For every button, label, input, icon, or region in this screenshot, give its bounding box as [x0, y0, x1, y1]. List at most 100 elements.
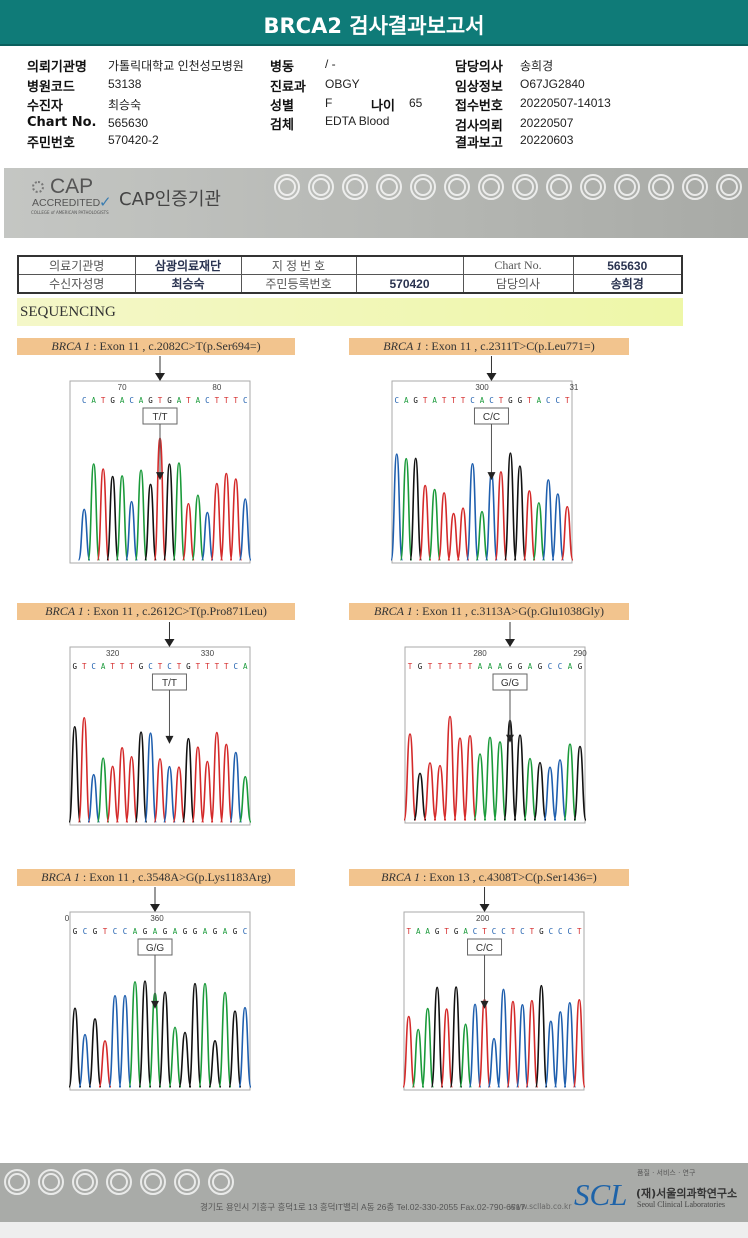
trace-peak-T [453, 737, 467, 821]
base-call: C [489, 396, 494, 405]
variant-desc: : Exon 11 , c.3548A>G(p.Lys1183Arg) [79, 870, 271, 884]
base-call: A [432, 396, 437, 405]
base-call: A [203, 927, 208, 936]
base-call: G [518, 662, 523, 671]
base-call: G [72, 662, 77, 671]
arrow-down-icon [155, 373, 165, 381]
swirl-shape [686, 178, 704, 196]
base-call: A [425, 927, 430, 936]
trace-peak-A [532, 502, 546, 561]
base-call: T [186, 396, 191, 405]
swirl-shape [720, 178, 738, 196]
trace-peak-T [210, 482, 224, 561]
info-value: O67JG2840 [520, 77, 585, 91]
trace-peak-C [108, 994, 122, 1088]
swirl-shape [274, 174, 300, 200]
trace-peak-G [162, 463, 176, 561]
info-label: 수진자 [27, 99, 63, 114]
variant-label: BRCA 1 : Exon 11 , c.2082C>T(p.Ser694=) [17, 338, 295, 355]
swirl-shape [580, 174, 606, 200]
footer: 경기도 용인시 기흥구 흥덕1로 13 흥덕IT밸리 A동 26층 Tel.02… [0, 1163, 748, 1222]
base-call: C [556, 396, 561, 405]
swirl-shape [652, 178, 670, 196]
trace-peak-A [493, 741, 507, 821]
info-value: 20220507 [520, 116, 574, 130]
trace-peak-T [463, 734, 477, 821]
base-call: A [498, 662, 503, 671]
info-value: 송희경 [520, 59, 554, 73]
variant-label: BRCA 1 : Exon 11 , c.2311T>C(p.Leu771=) [349, 338, 629, 355]
trace-peak-G [178, 1031, 192, 1088]
trace-peak-G [449, 986, 463, 1088]
trace-peak-C [553, 1011, 567, 1088]
trace-peak-G [188, 982, 202, 1088]
swirl-shape [516, 178, 534, 196]
table-cell: 수신자성명 [17, 274, 136, 294]
trace-peak-G [68, 726, 82, 823]
base-call: A [173, 927, 178, 936]
info-value: 가톨릭대학교 인천성모병원 [108, 59, 244, 73]
trace-peak-G [228, 1010, 242, 1088]
trace-peak-A [87, 463, 101, 561]
info-label: 검체 [270, 118, 294, 133]
base-call: C [473, 927, 478, 936]
swirl-shape [144, 1173, 162, 1191]
swirl-shape [178, 1173, 196, 1191]
base-call: C [91, 662, 96, 671]
arrow-down-icon [505, 639, 515, 647]
base-call: A [133, 927, 138, 936]
swirl-shape [482, 178, 500, 196]
base-call: T [215, 396, 220, 405]
trace-peak-T [98, 1040, 112, 1088]
gene-name: BRCA 1 [381, 870, 420, 884]
trace-peak-T [522, 490, 536, 561]
footer-org-en: Seoul Clinical Laboratories [637, 1200, 725, 1209]
arrow-down-icon [156, 472, 164, 481]
trace-peak-G [106, 475, 120, 561]
trace-peak-T [506, 1000, 520, 1088]
info-label: 결과보고 [455, 136, 503, 151]
gene-name: BRCA 1 [374, 604, 413, 618]
base-call: T [577, 927, 582, 936]
table-cell [355, 255, 464, 275]
base-call: G [193, 927, 198, 936]
trace-peak-A [218, 991, 232, 1088]
info-label: 병동 [270, 60, 294, 75]
info-label: 담당의사 [455, 60, 503, 75]
info-label: 접수번호 [455, 99, 503, 114]
base-call: A [463, 927, 468, 936]
base-call: G [413, 396, 418, 405]
trace-peak-T [423, 762, 437, 821]
base-call: T [444, 927, 449, 936]
base-call: T [428, 662, 433, 671]
trace-peak-A [475, 510, 489, 561]
genotype-label: T/T [153, 412, 168, 423]
base-call: A [416, 927, 421, 936]
footer-website[interactable]: www.scllab.co.kr [509, 1202, 572, 1211]
chromatogram: 70 80C A T G A C A G T G A T A C T T T CT/T [69, 356, 252, 564]
info-value: 65 [409, 96, 423, 110]
trace-peak-A [191, 494, 205, 561]
genotype-label: T/T [162, 678, 177, 689]
reference-table: 의료기관명 삼광의료재단 지 정 번 호 Chart No. 565630 수신… [17, 255, 683, 294]
base-call: C [243, 927, 248, 936]
position-tick: 280 [473, 649, 487, 658]
base-call: A [478, 662, 483, 671]
trace-peak-G [534, 984, 548, 1088]
base-call: G [143, 927, 148, 936]
swirl-shape [550, 178, 568, 196]
table-cell: 삼광의료재단 [134, 255, 242, 275]
base-call: T [511, 927, 516, 936]
base-call: G [163, 927, 168, 936]
base-call: T [482, 927, 487, 936]
scl-logo: SCL [574, 1177, 628, 1212]
trace-peak-G [533, 761, 547, 821]
position-tick: 80 [212, 383, 221, 392]
position-tick: 70 [118, 383, 127, 392]
table-row: 수신자성명 최승숙 주민등록번호 570420 담당의사 송희경 [17, 274, 683, 294]
trace-peak-G [503, 452, 517, 561]
trace-peak-T [433, 764, 447, 821]
trace-peak-C [200, 511, 214, 561]
base-call: T [110, 662, 115, 671]
